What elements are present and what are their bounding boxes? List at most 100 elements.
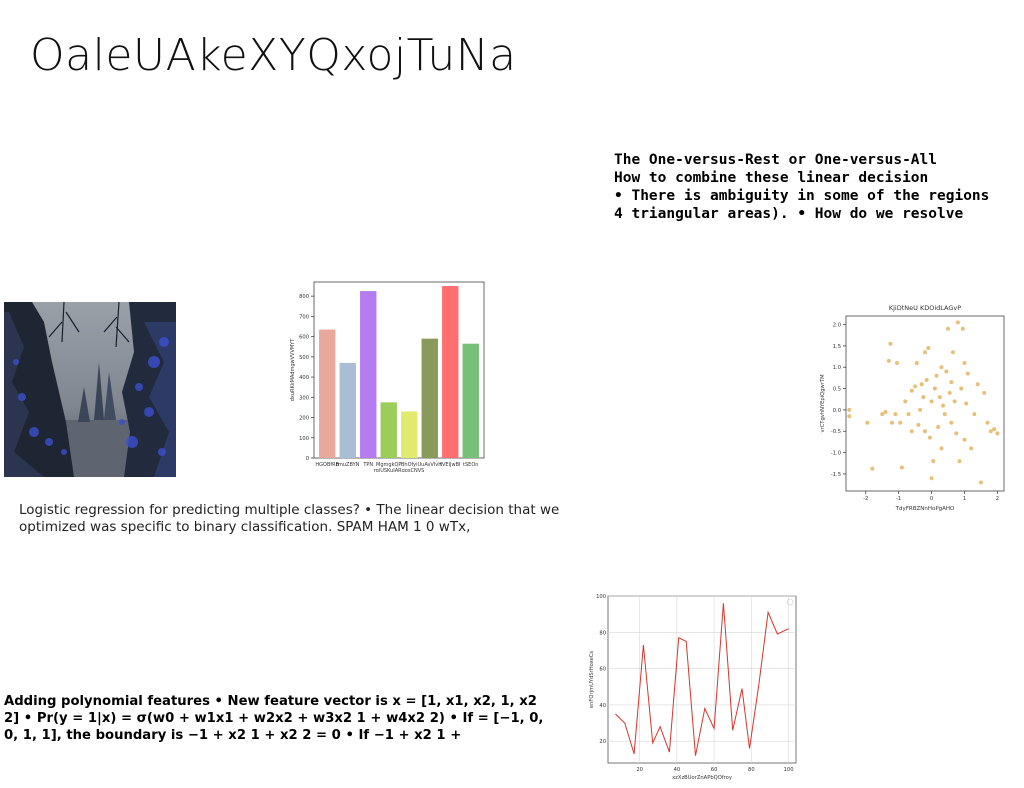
scatter-point [955, 320, 960, 325]
scatter-point [965, 371, 970, 376]
scatter-point [865, 420, 870, 425]
bar-xtick-label: tVEIJwBI [440, 462, 460, 468]
scatter-point [964, 401, 969, 406]
ovr-line: How to combine these linear decision [614, 170, 929, 186]
scatter-chart-svg: KjiDtNeU KDOidLAGvP -2 -1 0 1 2 -1.5 -1.0 -0.5 0.… [820, 304, 1005, 512]
bar-xtick-label: BhOfyi [401, 462, 418, 468]
polynomial-features-text: Adding polynomial features • New feature… [4, 694, 544, 743]
scatter-point [952, 399, 957, 404]
scatter-point [903, 399, 908, 404]
scatter-point [916, 422, 921, 427]
scatter-point [962, 360, 967, 365]
scatter-point [909, 429, 914, 434]
scatter-point [949, 380, 954, 385]
scatter-xtick-label: -1 [896, 496, 901, 502]
line-series [615, 603, 789, 756]
bar-xtick-label: MgmgkQP [376, 462, 401, 468]
line-plot-frame [607, 595, 797, 764]
bar-x-axis-label: rgiUSKuIARqosCNVS [374, 468, 425, 472]
scatter-x-axis-label: TdyFRBZNnHoPgAHO [895, 506, 955, 512]
bar-ytick-label: 100 [299, 436, 309, 442]
scatter-point [888, 341, 893, 346]
scatter-point [918, 407, 923, 412]
scatter-point [923, 429, 927, 434]
line-legend-marker [786, 598, 794, 606]
bar [442, 286, 459, 458]
bar-ytick-label: 200 [299, 416, 309, 422]
scatter-ytick-label: 2.0 [833, 323, 841, 329]
bar-chart: 0 100 200 300 400 500 600 700 800 HGOBfRB tmuZBYN T… [282, 280, 488, 474]
scatter-point [957, 459, 962, 464]
line-ytick-label: 80 [599, 630, 606, 636]
scatter-point [890, 420, 895, 425]
scatter-ytick-label: -1.0 [831, 451, 841, 457]
scatter-point [944, 369, 949, 374]
scatter-point [949, 420, 954, 425]
scatter-point [939, 365, 944, 370]
scatter-point [934, 373, 939, 378]
scatter-ytick-label: 0.0 [833, 408, 841, 414]
forest-photo-image [4, 302, 176, 477]
scatter-point [847, 414, 852, 419]
scatter-point [959, 386, 964, 391]
scatter-point [988, 429, 993, 434]
scatter-point [909, 388, 914, 393]
scatter-point [978, 480, 983, 485]
scatter-point [950, 350, 955, 355]
scatter-ytick-label: -0.5 [831, 429, 841, 435]
ovr-line: • There is ambiguity in some of the regi… [614, 188, 990, 204]
bar [339, 362, 356, 458]
scatter-point [927, 435, 932, 440]
scatter-point [931, 459, 936, 464]
scatter-point [921, 395, 926, 400]
ovr-line: 4 triangular areas). • How do we resolve [614, 206, 964, 222]
scatter-point [941, 403, 946, 408]
scatter-ytick-label: 0.5 [833, 387, 841, 393]
scatter-point [898, 420, 903, 425]
bar-ytick-label: 300 [299, 395, 309, 401]
scatter-point [982, 390, 987, 395]
scatter-ytick-label: 1.0 [833, 365, 841, 371]
line-xtick-label: 40 [674, 767, 681, 773]
scatter-point [995, 431, 1000, 436]
ovr-text-block: The One-versus-Rest or One-versus-All Ho… [614, 151, 1014, 223]
scatter-point [924, 378, 929, 383]
scatter-point [883, 410, 888, 415]
bar-ytick-label: 0 [306, 456, 309, 462]
scatter-ytick-label: 1.5 [833, 344, 841, 350]
line-chart-svg: 20 40 60 80 100 20 40 60 80 100 xzXzBUorZnAPbQOfro… [589, 594, 797, 781]
line-chart: 20 40 60 80 100 20 40 60 80 100 xzXzBUorZnAPbQOfro… [586, 590, 798, 782]
scatter-point [954, 431, 959, 436]
forest-photo [4, 302, 176, 477]
scatter-xtick-label: 2 [996, 496, 999, 502]
scatter-point [942, 412, 947, 417]
scatter-point [932, 386, 937, 391]
line-xtick-label: 80 [748, 767, 755, 773]
logistic-regression-text: Logistic regression for predicting multi… [19, 502, 560, 535]
scatter-point [985, 420, 990, 425]
bar-ytick-label: 700 [299, 314, 309, 320]
scatter-point [962, 437, 967, 442]
scatter-title: KjiDtNeU KDOidLAGvP [889, 304, 961, 312]
scatter-xtick-label: -2 [863, 496, 868, 502]
scatter-xtick-label: 1 [963, 496, 966, 502]
scatter-point [960, 326, 965, 331]
scatter-point [893, 412, 898, 417]
scatter-point [946, 326, 951, 331]
scatter-point [899, 465, 904, 470]
scatter-point [847, 407, 852, 412]
scatter-xtick-label: 0 [930, 496, 933, 502]
scatter-plot-frame [845, 315, 1005, 492]
scatter-point [937, 395, 942, 400]
bar-xtick-label: TPN [362, 462, 373, 468]
scatter-point [914, 360, 919, 365]
bar-ytick-label: 500 [299, 355, 309, 361]
line-ytick-label: 100 [596, 594, 606, 600]
bar-y-axis-label: dxuRKkMAdmgwVVVMYT [290, 338, 296, 402]
line-y-axis-label: enFQrjmUYdSrHoxeCs [589, 651, 595, 708]
line-xtick-label: 100 [784, 767, 794, 773]
bar-ytick-label: 600 [299, 335, 309, 341]
bar [421, 338, 438, 458]
scatter-point [939, 446, 944, 451]
